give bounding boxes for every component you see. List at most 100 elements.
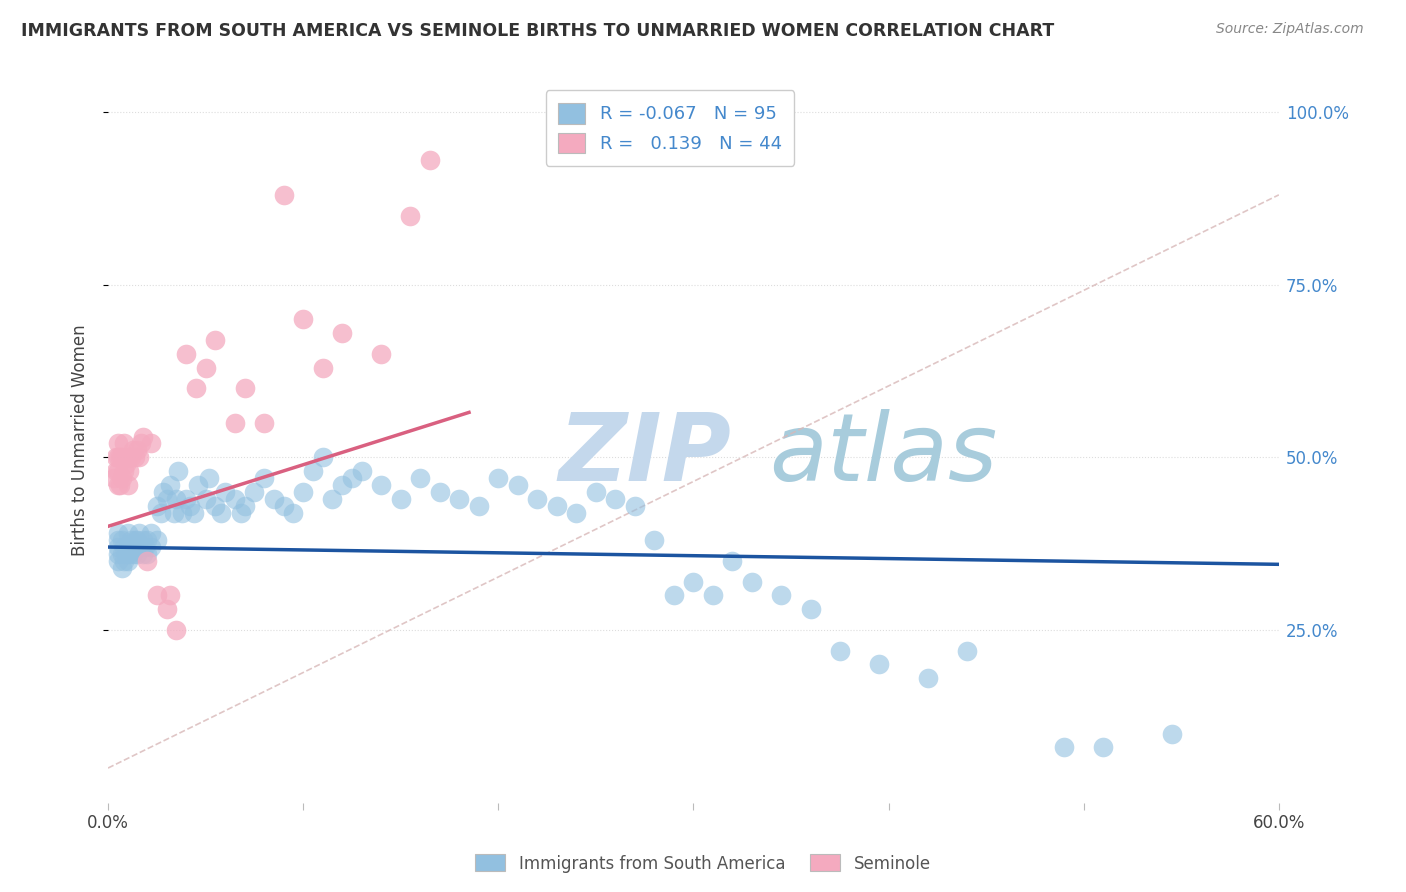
Point — [120, 450, 142, 465]
Point — [233, 381, 256, 395]
Point — [136, 554, 159, 568]
Point — [292, 312, 315, 326]
Point — [179, 499, 201, 513]
Point — [104, 450, 127, 465]
Point — [107, 533, 129, 548]
Point — [114, 457, 136, 471]
Point — [321, 491, 343, 506]
Point — [253, 471, 276, 485]
Point — [828, 643, 851, 657]
Point — [370, 347, 392, 361]
Point — [526, 491, 548, 506]
Y-axis label: Births to Unmarried Women: Births to Unmarried Women — [72, 324, 89, 556]
Point — [129, 436, 152, 450]
Point — [263, 491, 285, 506]
Point — [118, 464, 141, 478]
Point — [956, 643, 979, 657]
Text: atlas: atlas — [769, 409, 998, 500]
Point — [107, 526, 129, 541]
Point — [107, 436, 129, 450]
Point — [167, 464, 190, 478]
Point — [204, 499, 226, 513]
Point — [209, 506, 232, 520]
Point — [117, 540, 139, 554]
Point — [129, 540, 152, 554]
Point — [108, 478, 131, 492]
Point — [111, 450, 134, 465]
Point — [107, 554, 129, 568]
Point — [124, 533, 146, 548]
Point — [165, 623, 187, 637]
Point — [112, 436, 135, 450]
Point — [624, 499, 647, 513]
Point — [124, 450, 146, 465]
Point — [112, 464, 135, 478]
Point — [128, 526, 150, 541]
Point — [108, 450, 131, 465]
Point — [146, 533, 169, 548]
Point — [104, 464, 127, 478]
Point — [546, 499, 568, 513]
Point — [139, 540, 162, 554]
Point — [506, 478, 529, 492]
Legend: Immigrants from South America, Seminole: Immigrants from South America, Seminole — [468, 847, 938, 880]
Point — [134, 540, 156, 554]
Point — [120, 540, 142, 554]
Point — [107, 478, 129, 492]
Point — [132, 547, 155, 561]
Point — [311, 360, 333, 375]
Point — [409, 471, 432, 485]
Point — [468, 499, 491, 513]
Point — [253, 416, 276, 430]
Point — [107, 464, 129, 478]
Point — [283, 506, 305, 520]
Point — [370, 478, 392, 492]
Point — [198, 471, 221, 485]
Point — [194, 360, 217, 375]
Point — [1053, 740, 1076, 755]
Point — [419, 153, 441, 168]
Point — [127, 547, 149, 561]
Point — [214, 484, 236, 499]
Point — [136, 547, 159, 561]
Point — [1160, 726, 1182, 740]
Point — [429, 484, 451, 499]
Point — [122, 547, 145, 561]
Point — [132, 429, 155, 443]
Point — [111, 471, 134, 485]
Point — [155, 602, 177, 616]
Point — [184, 381, 207, 395]
Point — [224, 416, 246, 430]
Point — [139, 436, 162, 450]
Point — [112, 554, 135, 568]
Point — [149, 506, 172, 520]
Point — [107, 547, 129, 561]
Point — [174, 347, 197, 361]
Point — [107, 450, 129, 465]
Point — [118, 547, 141, 561]
Point — [165, 491, 187, 506]
Point — [174, 491, 197, 506]
Point — [155, 491, 177, 506]
Point — [114, 547, 136, 561]
Point — [128, 450, 150, 465]
Point — [139, 526, 162, 541]
Point — [302, 464, 325, 478]
Text: Source: ZipAtlas.com: Source: ZipAtlas.com — [1216, 22, 1364, 37]
Point — [565, 506, 588, 520]
Point — [146, 588, 169, 602]
Point — [486, 471, 509, 485]
Point — [163, 506, 186, 520]
Point — [128, 540, 150, 554]
Point — [152, 484, 174, 499]
Point — [187, 478, 209, 492]
Point — [117, 450, 139, 465]
Point — [340, 471, 363, 485]
Point — [111, 561, 134, 575]
Point — [330, 478, 353, 492]
Point — [243, 484, 266, 499]
Point — [132, 533, 155, 548]
Point — [770, 588, 793, 602]
Point — [136, 533, 159, 548]
Point — [111, 547, 134, 561]
